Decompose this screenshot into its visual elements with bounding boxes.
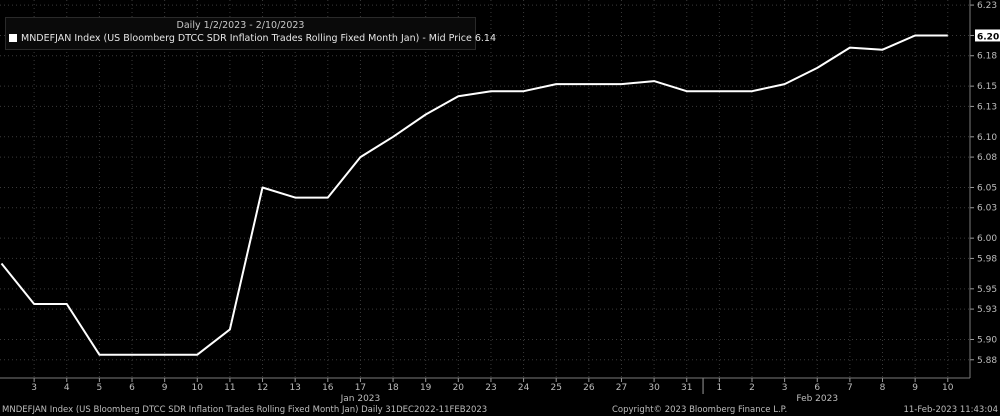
y-tick-label: 6.03 <box>977 204 997 214</box>
x-tick-label: 8 <box>880 383 886 393</box>
legend-swatch <box>9 34 17 42</box>
x-tick-label: 5 <box>97 383 103 393</box>
legend: Daily 1/2/2023 - 2/10/2023 MNDEFJAN Inde… <box>5 17 496 50</box>
last-price-marker <box>975 29 1000 42</box>
y-tick-label: 5.93 <box>977 305 997 315</box>
x-tick-label: 25 <box>550 383 561 393</box>
footer-copyright: Copyright© 2023 Bloomberg Finance L.P. <box>612 405 788 415</box>
chart-title: Daily 1/2/2023 - 2/10/2023 <box>176 20 305 31</box>
x-tick-label: 16 <box>322 383 334 393</box>
x-tick-label: 1 <box>716 383 722 393</box>
x-tick-label: 4 <box>64 383 70 393</box>
x-tick-label: 24 <box>518 383 530 393</box>
x-tick-label: 13 <box>289 383 300 393</box>
x-tick-label: 31 <box>681 383 692 393</box>
x-tick-label: 6 <box>129 383 135 393</box>
y-tick-label: 6.00 <box>977 234 997 244</box>
x-tick-label: 23 <box>485 383 496 393</box>
y-tick-label: 6.20 <box>977 32 999 42</box>
x-tick-label: 26 <box>583 383 595 393</box>
x-tick-label: 20 <box>453 383 465 393</box>
x-tick-label: 3 <box>782 383 788 393</box>
y-tick-label: 6.08 <box>977 153 997 163</box>
x-tick-label: 2 <box>749 383 755 393</box>
y-tick-label: 6.13 <box>977 102 997 112</box>
x-tick-label: 18 <box>387 383 399 393</box>
y-tick-label: 6.15 <box>977 82 997 92</box>
price-line <box>0 34 948 356</box>
x-tick-label: 11 <box>224 383 235 393</box>
x-tick-label: 27 <box>616 383 627 393</box>
footer-description: MNDEFJAN Index (US Bloomberg DTCC SDR In… <box>2 405 488 415</box>
x-tick-label: 30 <box>648 383 660 393</box>
x-tick-label: 12 <box>257 383 268 393</box>
legend-label: MNDEFJAN Index (US Bloomberg DTCC SDR In… <box>21 33 497 44</box>
x-tick-label: 9 <box>162 383 168 393</box>
x-tick-label: 10 <box>192 383 204 393</box>
month-label: Feb 2023 <box>796 394 838 404</box>
month-label: Jan 2023 <box>340 394 381 404</box>
x-tick-label: 19 <box>420 383 432 393</box>
y-tick-label: 6.23 <box>977 1 997 11</box>
y-tick-label: 6.05 <box>977 183 997 193</box>
y-tick-label: 5.90 <box>977 335 997 345</box>
x-tick-label: 3 <box>31 383 37 393</box>
y-tick-label: 5.95 <box>977 285 997 295</box>
y-tick-label: 5.98 <box>977 254 997 264</box>
legend-entry: MNDEFJAN Index (US Bloomberg DTCC SDR In… <box>9 33 496 44</box>
y-tick-label: 6.10 <box>977 133 997 143</box>
x-tick-label: 9 <box>912 383 918 393</box>
y-tick-label: 5.88 <box>977 356 997 366</box>
footer-timestamp: 11-Feb-2023 11:43:04 <box>903 405 998 415</box>
x-tick-label: 6 <box>814 383 820 393</box>
y-tick-label: 6.18 <box>977 52 997 62</box>
x-tick-label: 7 <box>847 383 853 393</box>
x-tick-label: 17 <box>355 383 366 393</box>
x-tick-label: 10 <box>942 383 954 393</box>
